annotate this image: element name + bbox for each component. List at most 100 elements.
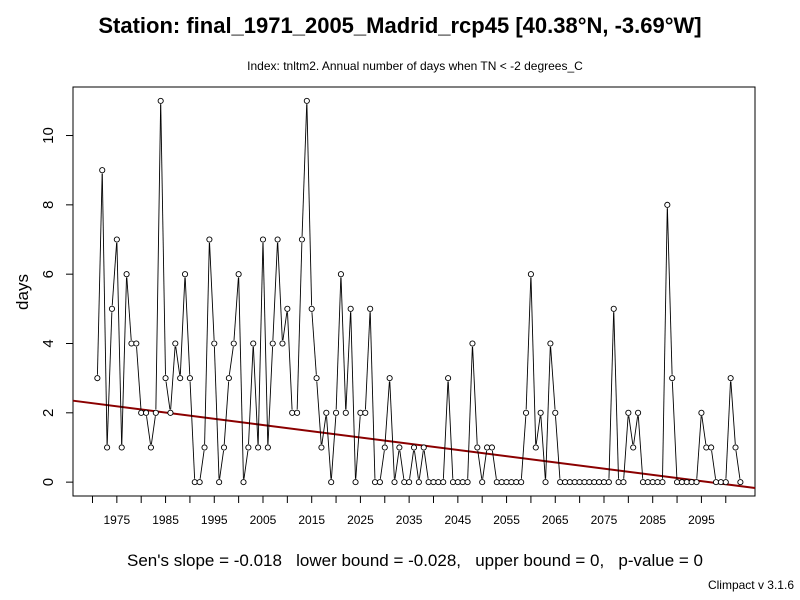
series-segment: [155, 104, 162, 410]
data-point: [357, 409, 364, 416]
x-tick-label: 2045: [444, 513, 471, 527]
series-segment: [121, 277, 127, 445]
series-segment: [623, 416, 629, 479]
data-point: [108, 305, 116, 312]
data-point: [333, 409, 340, 416]
data-point: [639, 479, 647, 486]
series-segment: [409, 450, 414, 479]
y-tick-label: 0: [40, 478, 57, 486]
series-segment: [725, 381, 731, 479]
y-tick-label: 10: [40, 127, 57, 144]
data-point: [415, 479, 422, 486]
series-segment: [301, 104, 308, 237]
data-point: [347, 305, 354, 312]
series-segment: [350, 312, 356, 479]
x-tick-label: 1995: [201, 513, 228, 527]
data-point: [177, 375, 184, 382]
data-point: [113, 236, 120, 243]
series-segment: [262, 242, 269, 445]
sens-slope-annotation: Sen's slope = -0.018 lower bound = -0.02…: [127, 551, 703, 570]
series-segment: [399, 450, 405, 479]
data-point: [498, 479, 505, 486]
series-segment: [730, 381, 736, 445]
data-point: [94, 375, 101, 382]
series-segment: [223, 381, 230, 445]
data-point: [445, 375, 452, 382]
series-segment: [369, 312, 376, 479]
series-segment: [296, 242, 303, 410]
x-tick-label: 2085: [639, 513, 666, 527]
series-segment: [535, 416, 541, 445]
data-point: [162, 375, 169, 382]
data-point: [605, 479, 612, 486]
series-segment: [540, 416, 546, 479]
data-point: [323, 409, 330, 416]
data-point: [104, 444, 111, 451]
data-point: [342, 409, 349, 416]
data-point: [664, 201, 671, 208]
data-point: [264, 444, 271, 451]
data-point: [586, 479, 593, 486]
x-tick-label: 1985: [152, 513, 179, 527]
data-point: [625, 409, 632, 416]
data-point: [591, 479, 598, 486]
series-segment: [389, 381, 395, 479]
series-segment: [248, 346, 254, 445]
data-point: [230, 340, 237, 347]
series-segment: [608, 312, 615, 479]
data-point: [727, 375, 734, 382]
data-point: [532, 444, 539, 451]
series-segment: [472, 346, 478, 445]
series-segment: [219, 450, 224, 479]
data-point: [157, 97, 164, 104]
series-segment: [364, 312, 371, 410]
series-segment: [662, 208, 668, 479]
data-point: [167, 409, 174, 416]
series-segment: [418, 450, 424, 479]
series-segment: [447, 381, 454, 479]
data-point: [352, 479, 359, 486]
series-segment: [384, 381, 390, 445]
series-segment: [491, 450, 497, 479]
series-segment: [467, 346, 473, 479]
trend-line: [72, 399, 756, 490]
data-point: [581, 479, 588, 486]
data-point: [708, 444, 715, 451]
series-segment: [199, 450, 205, 479]
data-point: [732, 444, 739, 451]
y-tick-label: 2: [40, 409, 57, 417]
series-segment: [545, 346, 551, 479]
data-point: [225, 375, 232, 382]
data-point: [557, 479, 564, 486]
series-segment: [160, 104, 166, 375]
series-segment: [379, 450, 385, 479]
data-point: [488, 444, 495, 451]
series-segment: [628, 416, 634, 445]
data-point: [630, 444, 637, 451]
series-segment: [165, 381, 171, 410]
data-point: [566, 479, 573, 486]
data-point: [420, 444, 427, 451]
data-point: [620, 479, 627, 486]
x-tick-label: 2055: [493, 513, 520, 527]
series-segment: [442, 381, 449, 479]
series-segment: [423, 450, 429, 479]
series-segment: [272, 242, 278, 341]
data-point: [542, 479, 549, 486]
data-point: [469, 340, 476, 347]
data-point: [406, 479, 413, 486]
data-point: [313, 375, 320, 382]
data-point: [255, 444, 262, 451]
data-point: [186, 375, 193, 382]
data-point: [279, 340, 286, 347]
series-segment: [482, 450, 488, 479]
series-segment: [355, 416, 361, 479]
series-segment: [311, 312, 317, 375]
plot-frame: [72, 86, 756, 497]
series-segment: [204, 242, 210, 445]
data-point: [484, 444, 491, 451]
x-tick-label: 2015: [298, 513, 325, 527]
data-point: [386, 375, 393, 382]
y-axis-title: days: [13, 274, 32, 310]
series-segment: [257, 242, 264, 445]
